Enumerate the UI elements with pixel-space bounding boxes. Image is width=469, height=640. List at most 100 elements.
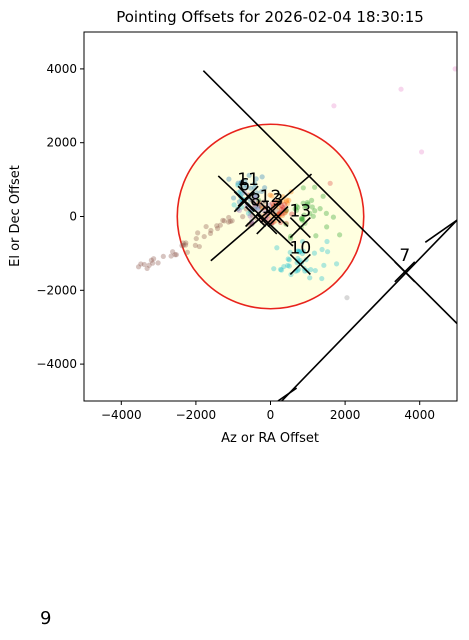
- trail-point: [220, 217, 226, 223]
- scatter-point-11: [242, 178, 248, 184]
- cross-label-11: 11: [237, 170, 259, 190]
- trail-point: [214, 223, 220, 229]
- outlier-point: [344, 295, 350, 301]
- scatter-point-13: [299, 215, 305, 222]
- scatter-point-11: [238, 180, 244, 186]
- scatter-point-11: [262, 185, 268, 191]
- trail-point: [208, 227, 214, 234]
- scatter-point-10: [281, 263, 287, 270]
- scatter-point-13: [317, 206, 323, 212]
- scatter-point-10: [319, 275, 325, 282]
- trail-point: [201, 233, 207, 240]
- scatter-point-10: [311, 250, 318, 256]
- scatter-point-13: [304, 199, 310, 206]
- cross-mark-1: [256, 213, 278, 235]
- scatter-point-10: [295, 248, 301, 254]
- outlier-point: [452, 66, 457, 72]
- y-tick-label: 4000: [46, 62, 77, 76]
- scatter-point-10: [297, 257, 303, 264]
- scatter-point-8: [252, 194, 258, 200]
- scatter-point-10: [333, 261, 340, 267]
- scatter-point-3: [282, 201, 288, 208]
- trail-point: [192, 242, 198, 248]
- trail-point: [184, 249, 190, 255]
- cross-mark-13: [289, 217, 311, 239]
- scatter-point-6: [231, 202, 237, 208]
- scatter-point-10: [295, 248, 301, 254]
- cross-label-1: 1: [261, 198, 272, 218]
- cross-label-13: 13: [290, 202, 312, 222]
- trail-point: [180, 240, 186, 246]
- outlier-point: [331, 103, 337, 109]
- trail-point: [173, 252, 179, 258]
- outlier-point: [418, 149, 425, 155]
- trail-point: [135, 264, 142, 270]
- scatter-point-10: [294, 260, 300, 266]
- x-tick-label: 0: [267, 408, 275, 422]
- scatter-point-12: [284, 201, 291, 207]
- scatter-point-13: [295, 204, 301, 210]
- scatter-point-13: [307, 210, 313, 217]
- scatter-point-10: [307, 275, 313, 281]
- scatter-point-12: [284, 197, 290, 203]
- target-circle: [176, 123, 365, 310]
- scatter-point-13: [293, 207, 300, 213]
- trail-point: [227, 218, 233, 224]
- scatter-point-13: [298, 216, 305, 222]
- scatter-point-12: [276, 211, 282, 217]
- scatter-point-13: [300, 200, 306, 206]
- scatter-point-13: [293, 203, 299, 209]
- scatter-point-10: [297, 248, 303, 254]
- scatter-point-13: [309, 204, 315, 210]
- scatter-point-13: [300, 185, 306, 191]
- x-axis-label: Az or RA Offset: [221, 431, 319, 446]
- scatter-point-6: [245, 210, 252, 216]
- scatter-point-11: [251, 181, 258, 187]
- trail-point: [261, 199, 267, 205]
- y-tick-label: −4000: [36, 357, 77, 371]
- scatter-point-13: [337, 232, 343, 238]
- trail-point: [179, 243, 185, 249]
- guide-line: [281, 219, 457, 401]
- trail-point: [217, 222, 223, 228]
- scatter-point-6: [239, 191, 245, 197]
- cross-mark-6: [233, 191, 255, 213]
- scatter-point-11: [253, 194, 259, 200]
- trail-point: [168, 253, 174, 259]
- trail-point: [144, 265, 150, 272]
- trail-point: [183, 240, 189, 246]
- scatter-point-10: [287, 249, 293, 255]
- scatter-point-13: [310, 213, 316, 219]
- scatter-point-13: [323, 210, 329, 216]
- trail-point: [229, 218, 235, 224]
- trail-point: [160, 253, 166, 260]
- scatter-point-12: [286, 197, 292, 203]
- cross-mark-12: [259, 202, 282, 224]
- corner-label: 9: [40, 608, 52, 629]
- outlier-point: [398, 86, 404, 92]
- scatter-point-11: [238, 179, 245, 185]
- scatter-point-13: [299, 217, 305, 223]
- scatter-point-3: [289, 211, 295, 217]
- cross-label-7: 7: [399, 246, 410, 266]
- scatter-point-13: [300, 216, 306, 222]
- scatter-point-10: [299, 238, 306, 245]
- chart-title: Pointing Offsets for 2026-02-04 18:30:15: [116, 8, 424, 26]
- guide-line: [424, 219, 457, 243]
- trail-point: [150, 260, 156, 266]
- trail-point: [226, 214, 232, 221]
- trail-point: [172, 252, 178, 258]
- cross-mark-7: [394, 261, 416, 283]
- scatter-point-8: [253, 197, 259, 203]
- scatter-point-13: [303, 203, 309, 209]
- scatter-point-13: [313, 233, 319, 239]
- scatter-point-11: [259, 188, 265, 195]
- trail-point: [141, 261, 147, 268]
- scatter-point-13: [324, 224, 330, 230]
- scatter-point-13: [320, 193, 326, 199]
- trail-point: [225, 219, 232, 225]
- scatter-point-13: [302, 204, 308, 211]
- trail-point: [180, 242, 187, 248]
- scatter-point-11: [254, 190, 260, 196]
